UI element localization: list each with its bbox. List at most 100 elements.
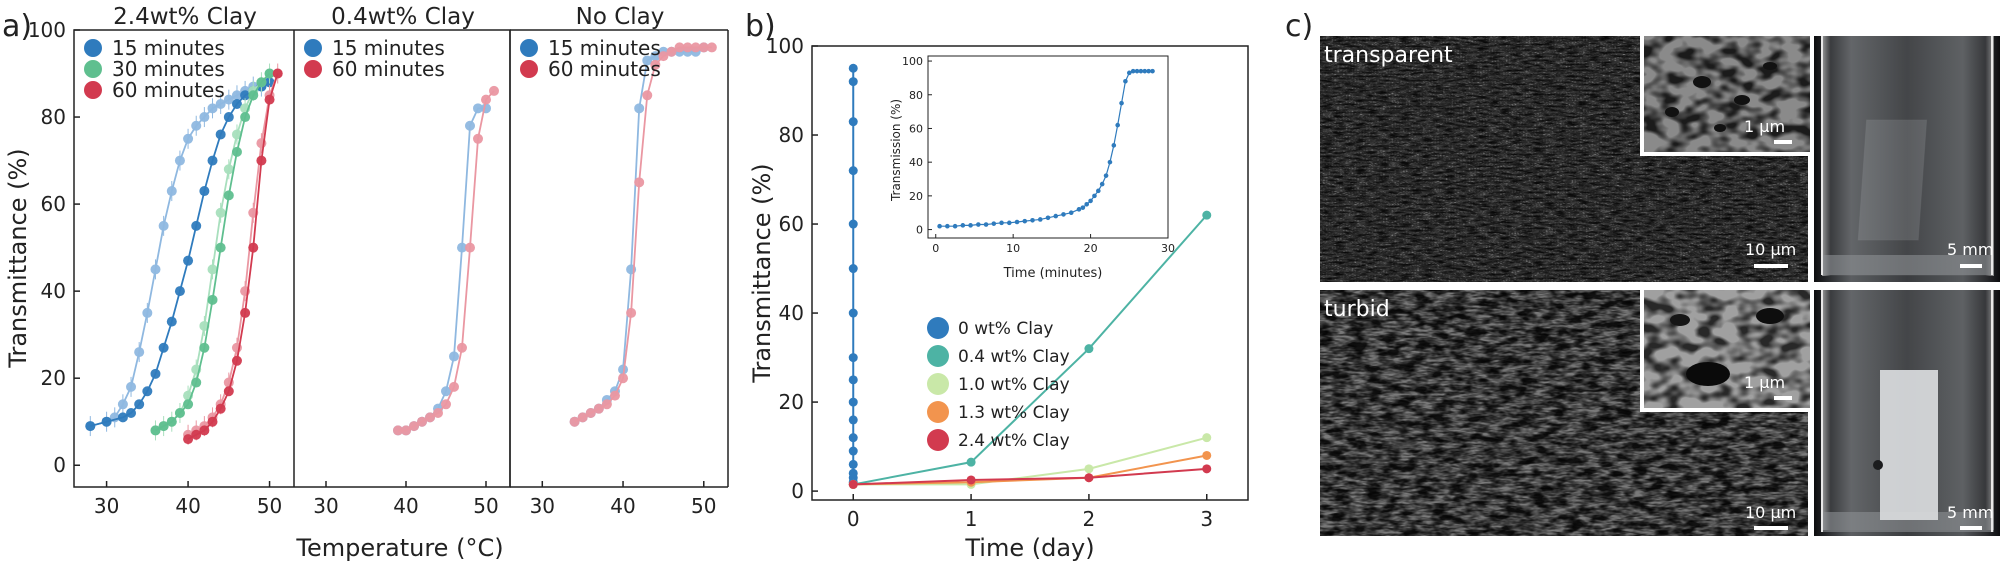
a-data-point	[642, 55, 653, 66]
a-data-point	[634, 177, 645, 188]
sem-inset-transparent	[1640, 36, 1810, 156]
a-data-point	[174, 408, 185, 419]
b-data-point	[848, 415, 858, 425]
a-legend-marker	[520, 60, 538, 78]
b-xtick-label: 0	[847, 507, 860, 531]
a-legend-label: 15 minutes	[548, 36, 661, 60]
a-legend-label: 60 minutes	[332, 57, 445, 81]
b-data-point	[966, 457, 976, 467]
a-data-point	[199, 425, 210, 436]
a-legend-marker	[84, 81, 102, 99]
a-data-point	[215, 98, 226, 109]
a-ytick-label: 40	[41, 279, 66, 303]
inset-data-point	[1138, 68, 1144, 74]
a-data-point	[272, 68, 283, 79]
b-ytick-label: 100	[766, 34, 804, 58]
b-xtick-label: 1	[965, 507, 978, 531]
b-legend-marker	[927, 429, 949, 451]
a-data-point	[166, 186, 177, 197]
a-data-point	[223, 386, 234, 397]
inset-data-point	[1103, 173, 1109, 178]
a-data-point	[223, 190, 234, 201]
b-data-point	[848, 63, 858, 73]
a-data-point	[248, 242, 259, 253]
a-data-point	[264, 94, 275, 105]
scale-bar-sem-top	[1754, 264, 1788, 268]
b-legend-marker	[927, 345, 949, 367]
panel-b-legend: 0 wt% Clay 0.4 wt% Clay 1.0 wt% Clay 1.3 wt…	[927, 317, 1070, 451]
inset-data-point	[1092, 193, 1097, 199]
photo-label-turbid: turbid	[1324, 297, 1390, 322]
b-data-point	[1084, 473, 1094, 483]
inset-data-point	[991, 221, 997, 226]
a-series-line	[90, 81, 270, 427]
panel-a-data	[85, 42, 717, 445]
scale-label-sem-bottom: 10 μm	[1745, 503, 1796, 522]
a-data-point	[674, 42, 685, 53]
b-data-point	[848, 308, 858, 318]
b-legend-marker	[927, 317, 949, 339]
a-data-point	[231, 90, 242, 101]
a-legend-label: 15 minutes	[332, 36, 445, 60]
a-data-point	[215, 207, 226, 218]
a-data-point	[618, 373, 629, 384]
b-ytick-label: 40	[779, 301, 804, 325]
b-series-line	[853, 436, 1208, 486]
a-xtick-label: 30	[313, 494, 338, 518]
a-data-point	[618, 364, 629, 375]
a-xtick-label: 30	[530, 494, 555, 518]
a-legend-marker	[84, 60, 102, 78]
a-data-point	[207, 416, 218, 427]
a-data-point	[85, 421, 96, 432]
inset-ylabel: Transmission (%)	[889, 99, 903, 202]
b-legend-marker	[927, 373, 949, 395]
a-data-point	[441, 399, 451, 410]
vial-photo-transparent	[1814, 36, 2000, 282]
inset-data-point	[999, 220, 1004, 226]
inset-data-point	[952, 223, 958, 229]
photo-label-transparent: transparent	[1324, 43, 1453, 68]
inset-data-point	[1119, 100, 1124, 106]
a-data-point	[642, 90, 653, 101]
a-data-point	[191, 429, 202, 440]
a-ytick-label: 20	[41, 366, 66, 390]
a-data-point	[199, 342, 210, 353]
inset-data-point	[960, 223, 966, 228]
a-data-point	[457, 342, 467, 353]
inset-data-point	[1134, 68, 1140, 74]
a-data-point	[231, 146, 242, 157]
a-data-point	[199, 186, 210, 197]
inset-xlabel: Time (minutes)	[1003, 266, 1103, 281]
b-ytick-label: 0	[791, 479, 804, 503]
inset-data-point	[968, 223, 973, 228]
inset-data-point	[1076, 207, 1082, 212]
inset-data-point	[1107, 159, 1113, 165]
b-data-point	[848, 446, 858, 456]
scale-label-vial-top: 5 mm	[1947, 240, 1993, 259]
a-data-point	[489, 85, 499, 96]
a-data-point	[215, 242, 226, 253]
a-series-line	[90, 81, 270, 427]
b-data-point	[1202, 464, 1212, 474]
b-data-point	[848, 479, 858, 489]
a-data-point	[158, 220, 169, 231]
a-data-point	[690, 42, 701, 53]
scale-label-inset-top: 1 μm	[1744, 117, 1785, 136]
sem-inset-turbid	[1640, 290, 1810, 412]
a-data-point	[134, 399, 145, 410]
scale-bar-inset-top	[1774, 140, 1792, 144]
a-data-point	[191, 377, 202, 388]
a-data-point	[409, 421, 419, 432]
a-data-point	[199, 112, 210, 123]
a-data-point	[126, 408, 137, 419]
a-data-point	[183, 399, 194, 410]
inset-xtick-label: 30	[1161, 242, 1175, 255]
inset-data-point	[1099, 181, 1105, 187]
a-xtick-label: 30	[94, 494, 119, 518]
a-data-point	[207, 294, 218, 305]
a-xtick-label: 50	[473, 494, 498, 518]
a-data-point	[240, 90, 251, 101]
b-data-point	[848, 353, 858, 363]
a-data-point	[231, 98, 242, 109]
a-legend-marker	[304, 39, 322, 57]
